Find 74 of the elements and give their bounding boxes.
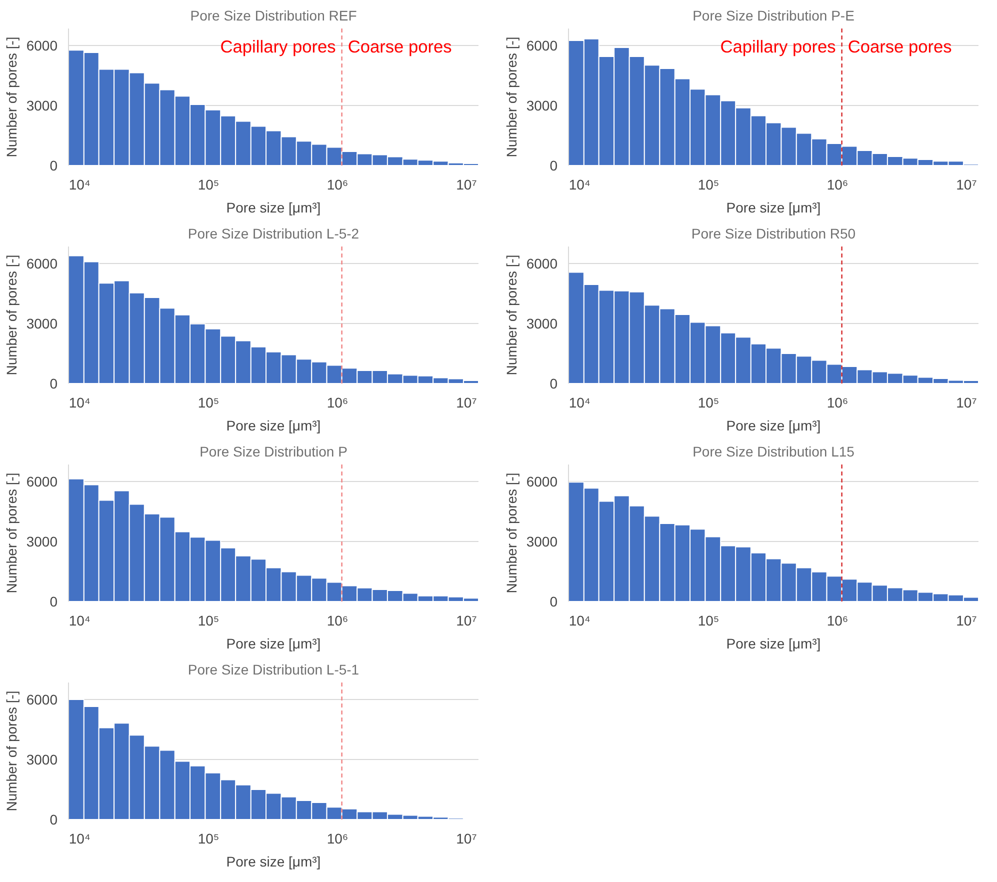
x-tick-label: 10⁷ (456, 830, 477, 846)
y-tick-label: 0 (550, 158, 558, 174)
y-tick-label: 6000 (526, 474, 558, 490)
y-tick-label: 0 (550, 594, 558, 610)
y-tick-label: 3000 (526, 534, 558, 550)
y-tick-label: 6000 (26, 474, 58, 490)
x-axis-title: Pore size [μm³] (226, 200, 321, 216)
y-axis-title: Number of pores [-] (3, 690, 20, 812)
x-tick-label: 10⁴ (568, 176, 590, 192)
y-tick-label: 6000 (26, 692, 58, 708)
x-tick-label: 10⁷ (956, 394, 977, 410)
chart-title: Pore Size Distribution REF (190, 8, 357, 24)
y-tick-label: 0 (550, 376, 558, 392)
x-tick-label: 10⁷ (956, 176, 977, 192)
x-tick-label: 10⁶ (826, 612, 848, 628)
x-tick-label: 10⁵ (698, 612, 720, 628)
y-axis-title: Number of pores [-] (503, 254, 520, 376)
y-tick-label: 0 (50, 594, 58, 610)
chart-title: Pore Size Distribution L15 (692, 444, 855, 460)
y-tick-label: 0 (50, 376, 58, 392)
x-tick-label: 10⁵ (198, 612, 220, 628)
annotation: Capillary pores (220, 36, 336, 56)
x-tick-label: 10⁴ (568, 612, 590, 628)
annotation: Coarse pores (848, 36, 952, 56)
x-tick-label: 10⁵ (698, 176, 720, 192)
y-axis-title: Number of pores [-] (3, 472, 20, 594)
x-tick-label: 10⁷ (456, 612, 477, 628)
y-tick-label: 3000 (26, 534, 58, 550)
x-tick-label: 10⁷ (956, 612, 977, 628)
x-tick-label: 10⁶ (326, 394, 348, 410)
x-tick-label: 10⁵ (698, 394, 720, 410)
x-axis-title: Pore size [μm³] (726, 200, 821, 216)
y-axis-title: Number of pores [-] (3, 36, 20, 158)
y-tick-label: 6000 (26, 38, 58, 54)
annotation: Capillary pores (720, 36, 836, 56)
x-tick-label: 10⁴ (68, 830, 90, 846)
x-tick-label: 10⁶ (826, 176, 848, 192)
y-tick-label: 6000 (526, 256, 558, 272)
x-tick-label: 10⁴ (568, 394, 590, 410)
x-tick-label: 10⁵ (198, 830, 220, 846)
y-tick-label: 6000 (526, 38, 558, 54)
x-tick-label: 10⁶ (326, 612, 348, 628)
chart-title: Pore Size Distribution L-5-2 (188, 226, 360, 242)
chart-title: Pore Size Distribution P-E (692, 8, 854, 24)
y-tick-label: 0 (50, 812, 58, 828)
x-tick-label: 10⁶ (326, 176, 348, 192)
chart-title: Pore Size Distribution R50 (691, 226, 856, 242)
x-tick-label: 10⁴ (68, 612, 90, 628)
y-axis-title: Number of pores [-] (503, 472, 520, 594)
y-tick-label: 3000 (26, 752, 58, 768)
x-axis-title: Pore size [μm³] (226, 854, 321, 870)
y-axis-title: Number of pores [-] (3, 254, 20, 376)
x-axis-title: Pore size [μm³] (726, 636, 821, 652)
y-tick-label: 0 (50, 158, 58, 174)
y-tick-label: 6000 (26, 256, 58, 272)
x-tick-label: 10⁴ (68, 394, 90, 410)
y-tick-label: 3000 (26, 316, 58, 332)
x-axis-title: Pore size [μm³] (726, 418, 821, 434)
y-tick-label: 3000 (26, 98, 58, 114)
x-tick-label: 10⁷ (456, 394, 477, 410)
chart-title: Pore Size Distribution L-5-1 (188, 662, 360, 678)
x-tick-label: 10⁶ (326, 830, 348, 846)
x-tick-label: 10⁵ (198, 394, 220, 410)
x-tick-label: 10⁴ (68, 176, 90, 192)
x-axis-title: Pore size [μm³] (226, 418, 321, 434)
y-tick-label: 3000 (526, 98, 558, 114)
x-tick-label: 10⁵ (198, 176, 220, 192)
x-axis-title: Pore size [μm³] (226, 636, 321, 652)
chart-title: Pore Size Distribution P (200, 444, 348, 460)
y-tick-label: 3000 (526, 316, 558, 332)
x-tick-label: 10⁷ (456, 176, 477, 192)
y-axis-title: Number of pores [-] (503, 36, 520, 158)
x-tick-label: 10⁶ (826, 394, 848, 410)
annotation: Coarse pores (348, 36, 452, 56)
